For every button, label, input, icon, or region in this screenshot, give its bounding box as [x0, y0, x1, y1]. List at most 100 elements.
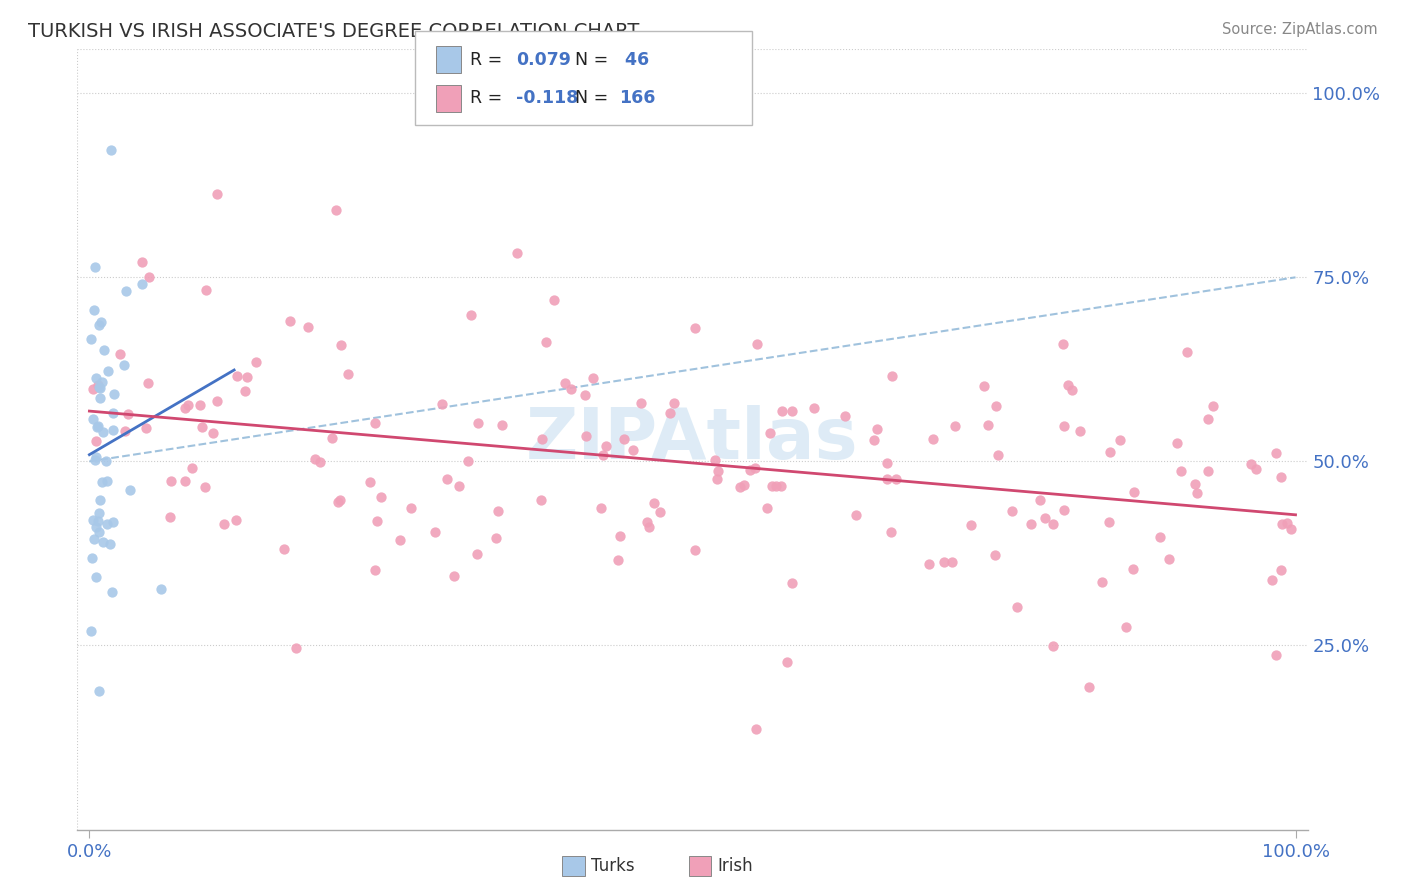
Point — [79, 332, 101, 346]
Point — [1279, 522, 1302, 536]
Point — [486, 504, 509, 518]
Point — [636, 515, 658, 529]
Point — [98, 537, 121, 551]
Point — [1057, 377, 1080, 392]
Point — [536, 335, 558, 350]
Point — [457, 454, 479, 468]
Point — [83, 302, 105, 317]
Point — [1062, 383, 1084, 397]
Point — [188, 398, 211, 412]
Text: ZIPAtlas: ZIPAtlas — [526, 405, 859, 474]
Point — [82, 382, 104, 396]
Point — [780, 404, 803, 418]
Point — [574, 388, 596, 402]
Point — [1246, 462, 1268, 476]
Text: 46: 46 — [619, 51, 648, 69]
Point — [84, 570, 107, 584]
Point — [776, 655, 799, 669]
Text: N =: N = — [575, 51, 614, 69]
Point — [1069, 424, 1091, 438]
Text: Source: ZipAtlas.com: Source: ZipAtlas.com — [1222, 22, 1378, 37]
Point — [1270, 563, 1292, 577]
Point — [863, 433, 886, 447]
Point — [225, 513, 247, 527]
Point — [90, 475, 112, 489]
Point — [934, 555, 956, 569]
Point — [1202, 399, 1225, 413]
Point — [1166, 436, 1188, 450]
Point — [918, 557, 941, 571]
Point — [174, 401, 197, 416]
Text: TURKISH VS IRISH ASSOCIATE'S DEGREE CORRELATION CHART: TURKISH VS IRISH ASSOCIATE'S DEGREE CORR… — [28, 22, 640, 41]
Point — [96, 454, 118, 468]
Point — [637, 520, 659, 534]
Point — [880, 368, 903, 383]
Point — [530, 492, 553, 507]
Point — [135, 421, 157, 435]
Point — [90, 315, 112, 329]
Point — [1052, 337, 1074, 351]
Point — [89, 684, 111, 698]
Point — [984, 549, 1007, 563]
Point — [744, 461, 766, 475]
Point — [112, 358, 135, 372]
Point — [745, 337, 768, 351]
Point — [359, 475, 381, 489]
Text: Irish: Irish — [717, 857, 752, 875]
Point — [83, 532, 105, 546]
Point — [770, 404, 793, 418]
Point — [460, 308, 482, 322]
Point — [180, 460, 202, 475]
Point — [87, 378, 110, 392]
Point — [1275, 516, 1298, 530]
Point — [582, 370, 605, 384]
Point — [728, 480, 751, 494]
Point — [876, 457, 898, 471]
Point — [658, 405, 681, 419]
Point — [613, 432, 636, 446]
Point — [89, 524, 111, 539]
Point — [560, 382, 582, 396]
Point — [101, 406, 124, 420]
Point — [430, 396, 453, 410]
Point — [131, 277, 153, 291]
Point — [82, 513, 104, 527]
Point — [326, 495, 349, 509]
Point — [366, 514, 388, 528]
Point — [336, 367, 359, 381]
Point — [738, 463, 761, 477]
Text: R =: R = — [470, 89, 508, 107]
Point — [225, 368, 247, 383]
Point — [1157, 552, 1180, 566]
Point — [467, 416, 489, 430]
Point — [1264, 446, 1286, 460]
Point — [101, 515, 124, 529]
Point — [389, 533, 412, 548]
Point — [87, 506, 110, 520]
Point — [973, 378, 995, 392]
Point — [756, 501, 779, 516]
Point — [609, 529, 631, 543]
Point — [321, 431, 343, 445]
Point — [447, 479, 470, 493]
Point — [706, 472, 728, 486]
Point — [759, 425, 782, 440]
Point — [89, 391, 111, 405]
Point — [364, 563, 387, 577]
Point — [765, 479, 787, 493]
Point — [485, 531, 508, 545]
Point — [91, 375, 114, 389]
Point — [325, 203, 347, 218]
Point — [297, 320, 319, 334]
Point — [91, 425, 114, 439]
Point — [173, 475, 195, 489]
Point — [733, 478, 755, 492]
Point — [401, 500, 423, 515]
Text: Turks: Turks — [591, 857, 634, 875]
Point — [84, 434, 107, 448]
Point — [1091, 574, 1114, 589]
Point — [1184, 477, 1206, 491]
Point — [1197, 412, 1219, 426]
Point — [284, 641, 307, 656]
Point — [1042, 516, 1064, 531]
